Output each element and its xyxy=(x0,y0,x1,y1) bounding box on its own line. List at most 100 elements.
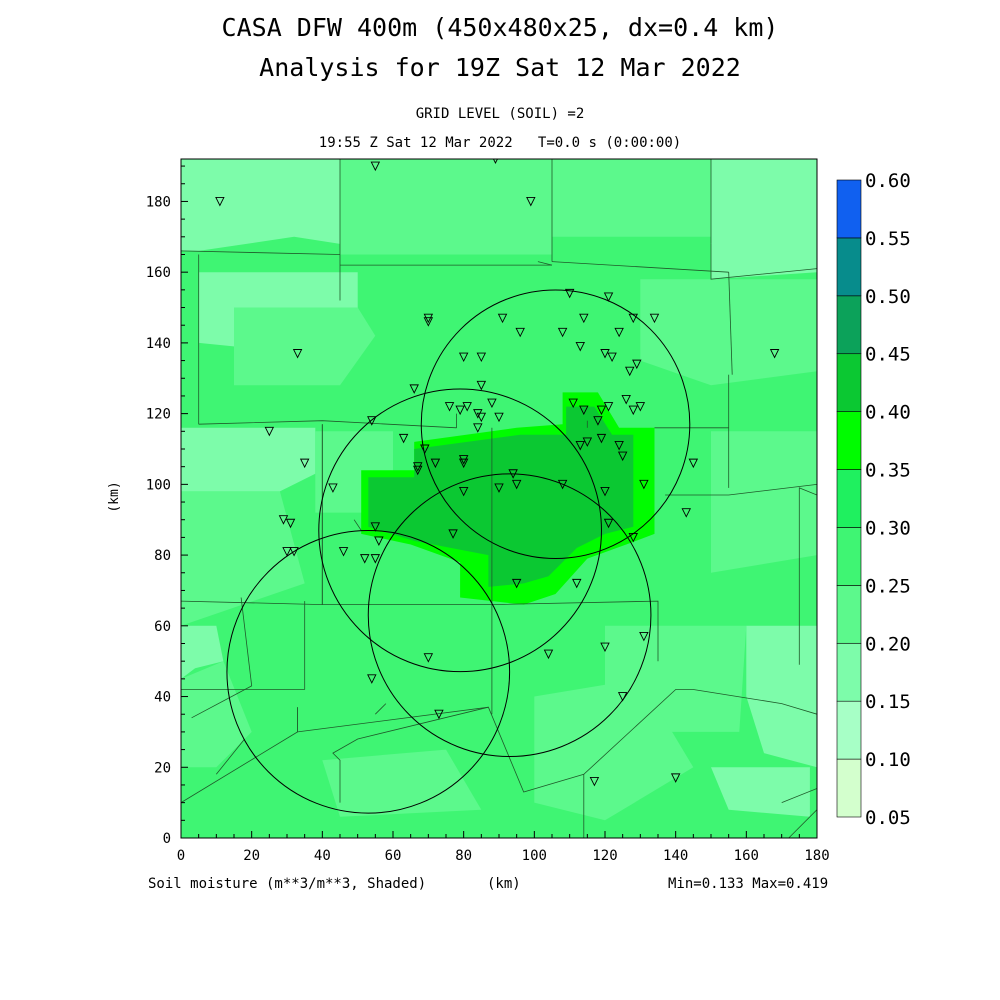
station-marker xyxy=(681,508,691,518)
station-marker xyxy=(367,416,377,426)
valid-time-label: 19:55 Z Sat 12 Mar 2022 T=0.0 s (0:00:00… xyxy=(318,135,682,151)
station-marker xyxy=(420,444,430,454)
x-tick-label: 20 xyxy=(243,848,260,864)
x-tick-label: 160 xyxy=(734,848,759,864)
station-marker xyxy=(264,426,275,437)
colorbar-label: 0.45 xyxy=(865,344,911,366)
y-axis-label: (km) xyxy=(107,481,122,512)
station-marker xyxy=(603,518,614,529)
y-tick-label: 60 xyxy=(154,619,171,635)
wet-region-core xyxy=(368,406,634,587)
colorbar-label: 0.55 xyxy=(865,228,911,250)
y-tick-label: 40 xyxy=(154,690,171,706)
colorbar-band xyxy=(836,527,862,586)
station-marker xyxy=(360,554,370,564)
mid-region xyxy=(640,279,817,386)
station-marker xyxy=(593,416,603,426)
station-marker xyxy=(511,479,522,490)
lighter-region xyxy=(181,159,340,251)
colorbar-label: 0.35 xyxy=(865,460,911,482)
x-tick-label: 60 xyxy=(385,848,402,864)
station-marker xyxy=(423,313,434,324)
colorbar-band xyxy=(836,758,862,818)
station-marker xyxy=(617,692,628,702)
station-marker xyxy=(582,437,593,447)
county-boundary xyxy=(198,420,457,429)
x-axis-label: (km) xyxy=(487,876,521,892)
station-marker xyxy=(621,395,631,405)
county-boundary xyxy=(353,519,362,531)
shaded-field xyxy=(181,159,817,838)
station-marker xyxy=(289,547,299,557)
county-boundary xyxy=(537,261,553,266)
station-marker xyxy=(370,161,381,172)
county-boundary xyxy=(710,243,817,280)
station-marker xyxy=(215,196,225,207)
station-marker xyxy=(370,522,381,532)
chart-subtitle: Analysis for 19Z Sat 12 Mar 2022 xyxy=(259,53,741,82)
station-marker xyxy=(572,578,582,589)
county-boundary xyxy=(551,261,729,273)
colorbar-band xyxy=(836,411,862,470)
station-marker xyxy=(285,518,296,529)
radar-range-ring xyxy=(367,473,652,758)
station-marker xyxy=(292,349,303,359)
station-marker xyxy=(434,709,444,720)
station-marker xyxy=(596,405,607,416)
county-boundary xyxy=(788,809,817,838)
station-marker xyxy=(600,642,610,653)
station-marker xyxy=(632,359,642,370)
station-marker xyxy=(497,313,508,324)
county-boundary xyxy=(215,738,245,775)
county-boundary xyxy=(181,250,341,255)
mid-region xyxy=(552,159,711,237)
radar-range-ring xyxy=(318,388,602,673)
station-marker xyxy=(557,327,568,338)
station-marker xyxy=(462,402,472,412)
station-marker xyxy=(614,441,624,451)
station-marker xyxy=(600,349,610,359)
station-marker xyxy=(575,341,585,352)
station-marker xyxy=(600,486,610,497)
station-marker xyxy=(614,327,624,338)
x-tick-label: 120 xyxy=(592,848,617,864)
county-boundary xyxy=(332,706,489,803)
colorbar-band xyxy=(836,237,862,297)
station-marker xyxy=(564,288,575,299)
station-marker xyxy=(338,547,349,557)
x-tick-label: 180 xyxy=(804,848,829,864)
mid-region xyxy=(181,491,305,626)
station-marker xyxy=(487,398,497,409)
station-marker xyxy=(458,455,469,465)
station-marker xyxy=(494,483,504,493)
station-marker xyxy=(625,366,635,377)
station-marker xyxy=(639,479,649,490)
station-marker xyxy=(423,317,434,327)
station-marker xyxy=(543,649,554,660)
county-boundary xyxy=(191,597,253,719)
station-marker xyxy=(473,409,483,419)
y-tick-label: 140 xyxy=(146,336,171,352)
station-marker xyxy=(515,327,525,338)
station-marker xyxy=(568,398,578,409)
station-marker xyxy=(603,402,614,412)
station-marker xyxy=(557,479,568,490)
colorbar-band xyxy=(836,179,862,239)
station-marker xyxy=(670,773,681,783)
y-tick-label: 0 xyxy=(163,831,171,847)
station-marker xyxy=(579,313,589,324)
station-marker xyxy=(282,547,292,557)
station-marker xyxy=(458,352,469,363)
y-tick-label: 100 xyxy=(146,477,171,493)
station-marker xyxy=(299,458,310,469)
station-marker xyxy=(398,433,409,444)
station-marker xyxy=(458,486,469,497)
colorbar-band xyxy=(836,469,862,528)
county-boundary xyxy=(297,689,817,793)
station-marker xyxy=(649,313,660,324)
station-marker xyxy=(628,405,638,416)
lighter-region xyxy=(181,427,316,492)
station-marker xyxy=(494,412,504,423)
mid-region xyxy=(711,431,817,573)
station-marker xyxy=(526,196,536,207)
